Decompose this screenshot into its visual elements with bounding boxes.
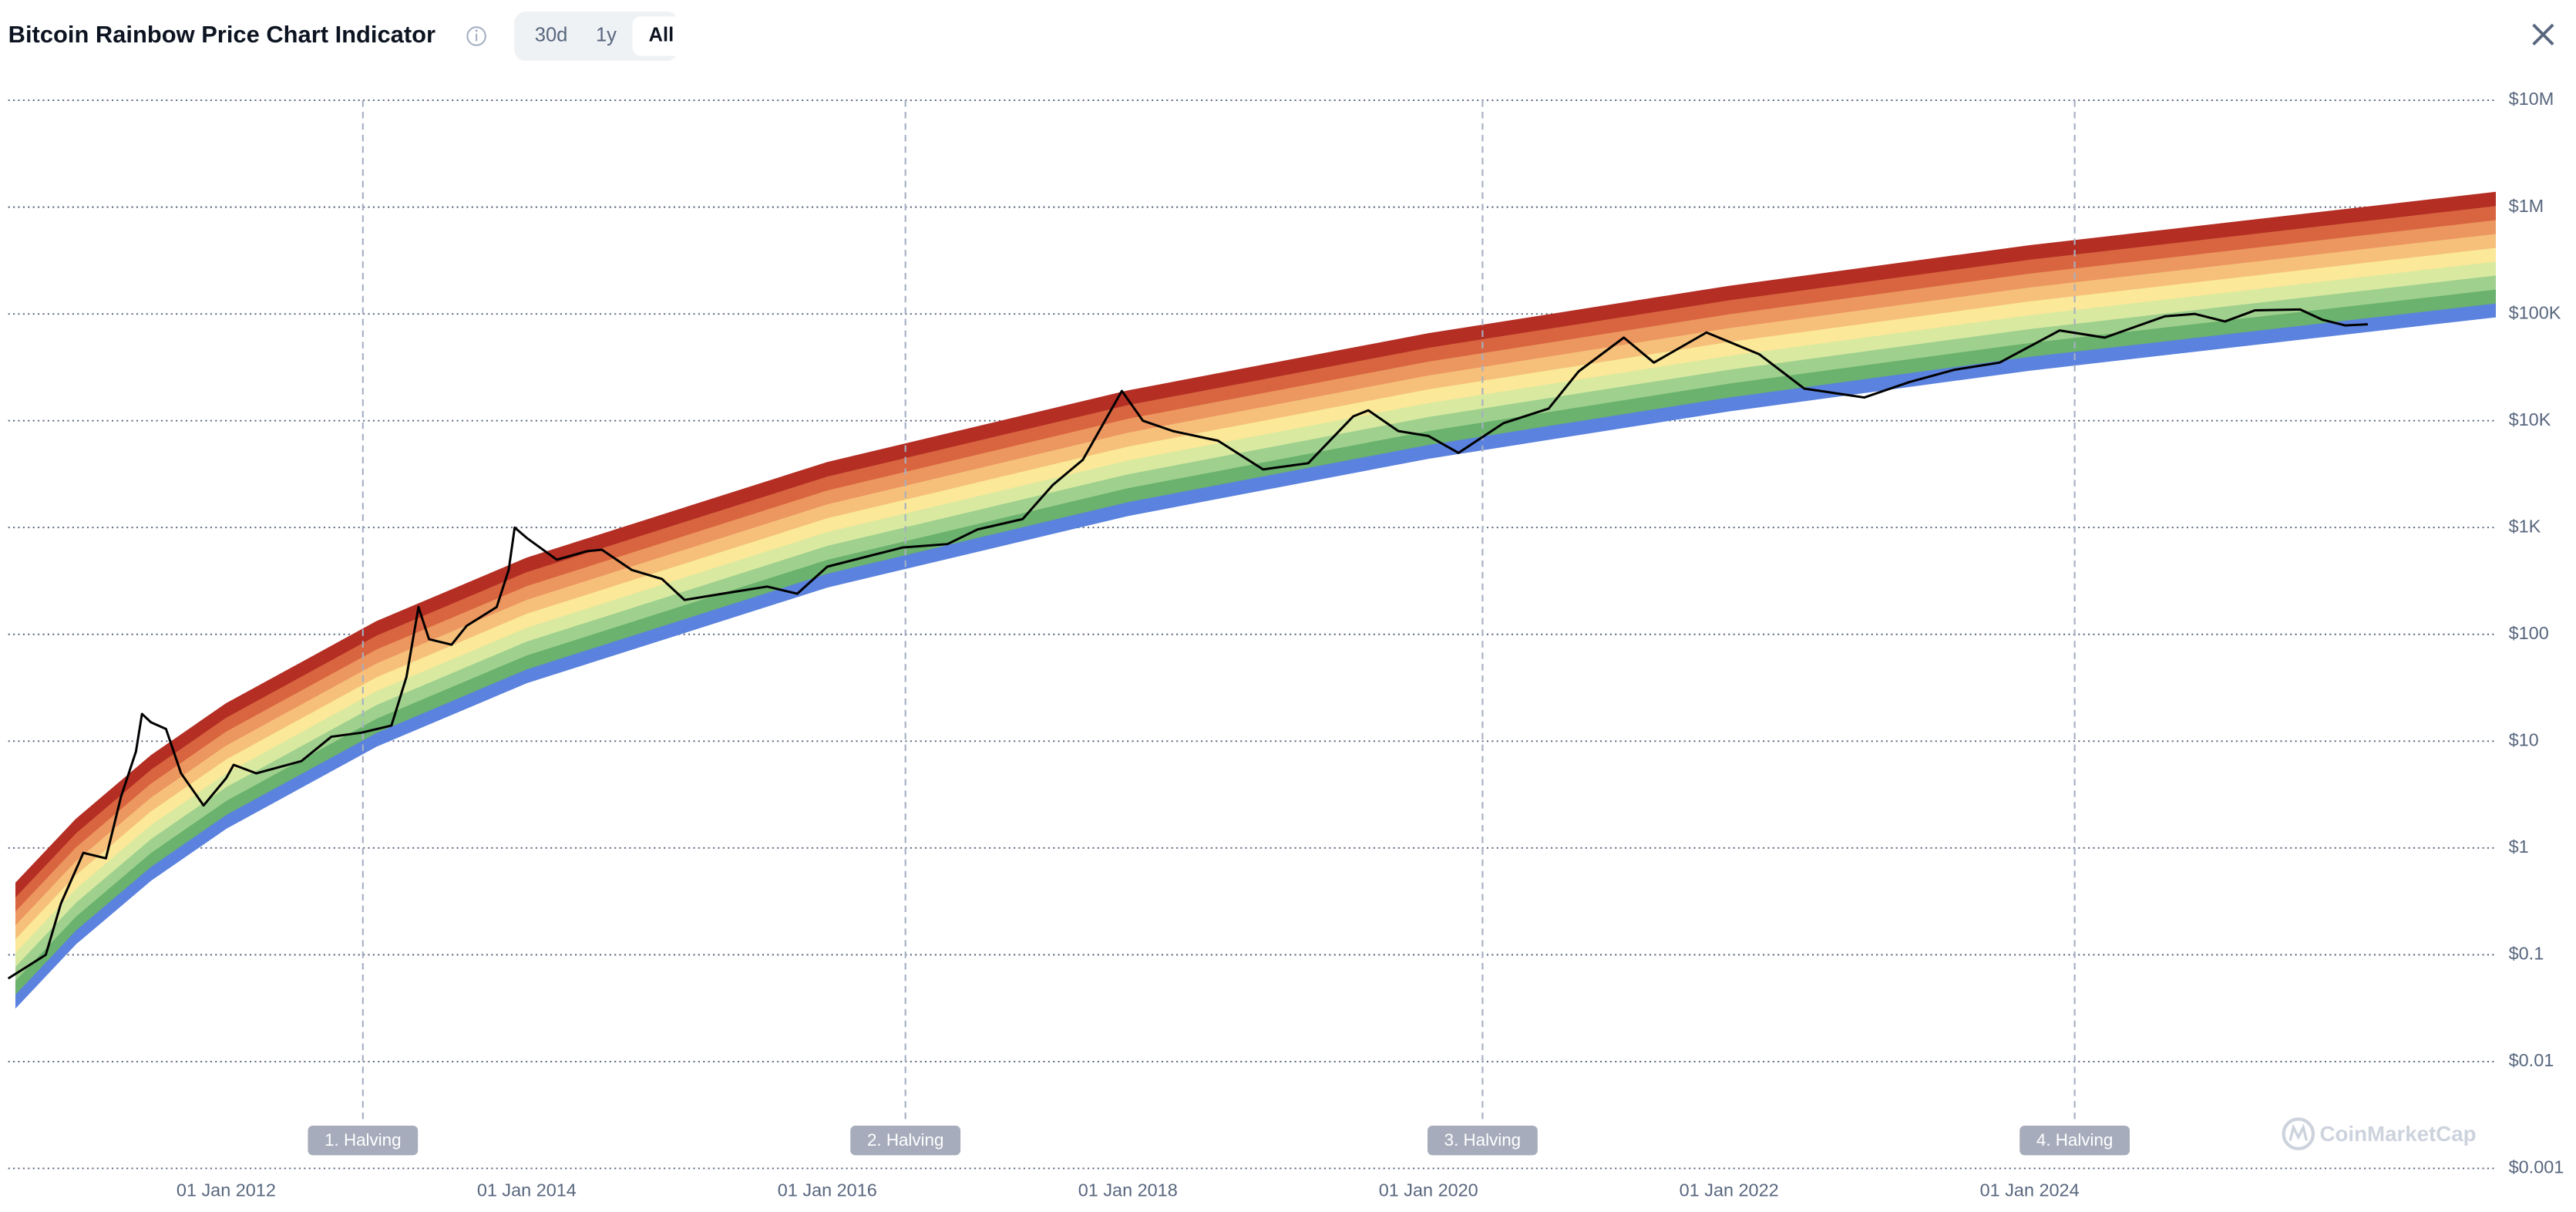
y-tick-label: $10 xyxy=(2509,729,2539,749)
y-tick-label: $10M xyxy=(2509,89,2554,109)
y-tick-label: $0.001 xyxy=(2509,1157,2564,1177)
watermark: CoinMarketCap xyxy=(2282,1117,2477,1151)
y-tick-label: $0.01 xyxy=(2509,1050,2554,1070)
halving-label: 2. Halving xyxy=(867,1130,943,1150)
rainbow-band xyxy=(15,191,2496,898)
price-line xyxy=(7,308,2368,980)
halving-tag xyxy=(850,1126,961,1156)
tab-active-bg xyxy=(632,16,691,56)
y-tick-label: $10K xyxy=(2509,409,2551,429)
x-tick-label: 01 Jan 2012 xyxy=(177,1180,276,1200)
halving-tag xyxy=(1428,1126,1538,1156)
halving-label: 1. Halving xyxy=(325,1130,401,1150)
halving-label: 4. Halving xyxy=(2036,1130,2113,1150)
y-tick-label: $0.1 xyxy=(2509,944,2544,964)
y-tick-label: $1M xyxy=(2509,196,2544,216)
title: Bitcoin Rainbow Price Chart Indicator xyxy=(8,21,435,48)
halving-tag xyxy=(308,1126,419,1156)
y-tick-label: $100 xyxy=(2509,623,2549,643)
tab[interactable]: 30d xyxy=(535,25,568,46)
x-tick-label: 01 Jan 2022 xyxy=(1680,1180,1779,1200)
y-tick-label: $1 xyxy=(2509,837,2529,857)
x-tick-label: 01 Jan 2016 xyxy=(778,1180,877,1200)
x-tick-label: 01 Jan 2020 xyxy=(1379,1180,1478,1200)
watermark-text: CoinMarketCap xyxy=(2320,1122,2477,1146)
info-icon[interactable] xyxy=(466,26,486,46)
halving-label: 3. Halving xyxy=(1444,1130,1521,1150)
y-tick-label: $100K xyxy=(2509,302,2561,322)
y-tick-label: $1K xyxy=(2509,516,2541,536)
close-button[interactable] xyxy=(2532,23,2554,45)
x-tick-label: 01 Jan 2018 xyxy=(1078,1180,1178,1200)
halving-tag xyxy=(2019,1126,2130,1156)
x-tick-label: 01 Jan 2014 xyxy=(477,1180,577,1200)
tab[interactable]: All xyxy=(649,25,674,46)
x-tick-label: 01 Jan 2024 xyxy=(1980,1180,2080,1200)
tab[interactable]: 1y xyxy=(596,25,617,46)
